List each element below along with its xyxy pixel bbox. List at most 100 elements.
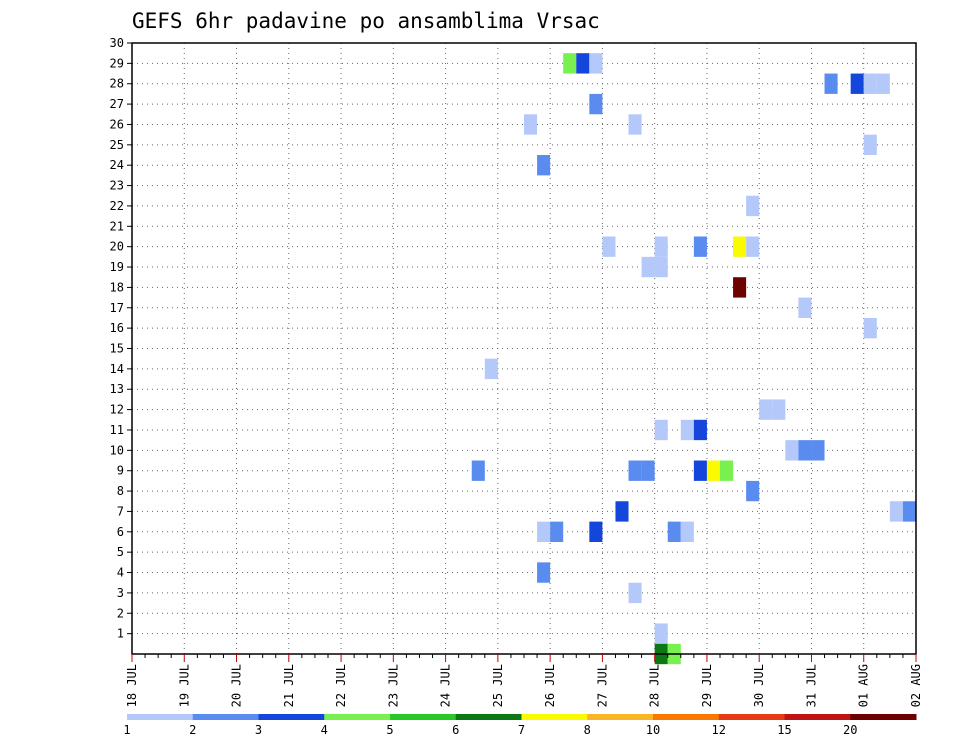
precip-cell: [863, 317, 877, 339]
y-tick-label: 20: [110, 240, 124, 254]
precip-cell: [798, 440, 812, 461]
x-tick-label: 25 JUL: [491, 664, 505, 707]
precip-cell: [680, 521, 694, 542]
precip-cell: [537, 155, 551, 176]
y-tick-label: 6: [117, 525, 124, 539]
precip-cell: [902, 501, 916, 522]
precip-cell: [746, 480, 760, 502]
precip-cell: [563, 53, 577, 74]
y-tick-label: 7: [117, 504, 124, 518]
x-tick-label: 28 JUL: [648, 664, 662, 707]
x-tick-label: 27 JUL: [595, 664, 609, 707]
precip-cell: [550, 521, 564, 542]
y-tick-label: 21: [110, 219, 124, 233]
y-axis: 1234567891011121314151617181920212223242…: [110, 36, 132, 641]
y-tick-label: 17: [110, 301, 124, 315]
precip-cell: [759, 399, 773, 420]
precip-cell: [589, 521, 603, 542]
y-tick-label: 10: [110, 443, 124, 457]
y-tick-label: 24: [110, 158, 124, 172]
precip-cell: [537, 521, 551, 542]
legend-swatch: [784, 714, 851, 720]
color-legend: 1 2 3 4 5 6 7 8 10 12 15 20: [123, 714, 917, 737]
precip-cell: [537, 562, 551, 583]
precip-cell: [772, 399, 786, 420]
y-tick-label: 30: [110, 36, 124, 50]
chart-title: GEFS 6hr padavine po ansamblima Vrsac: [132, 9, 600, 33]
precip-cell: [484, 358, 498, 380]
legend-swatch: [850, 714, 917, 720]
x-tick-label: 01 AUG: [857, 664, 871, 707]
legend-label: 8: [584, 723, 591, 737]
legend-swatch: [258, 714, 325, 720]
legend-swatch: [653, 714, 720, 720]
precip-cell: [667, 521, 681, 542]
precip-cell: [785, 440, 799, 461]
precip-cell: [720, 460, 734, 481]
y-tick-label: 28: [110, 77, 124, 91]
y-tick-label: 16: [110, 321, 124, 335]
y-tick-label: 23: [110, 179, 124, 193]
y-tick-label: 1: [117, 627, 124, 641]
precip-cell: [863, 134, 877, 156]
precip-cell: [654, 623, 668, 644]
x-tick-label: 26 JUL: [543, 664, 557, 707]
y-tick-label: 13: [110, 382, 124, 396]
y-tick-label: 22: [110, 199, 124, 213]
precip-cell: [824, 73, 838, 94]
y-tick-label: 25: [110, 138, 124, 152]
precipitation-cells: [471, 53, 916, 665]
precip-cell: [798, 297, 812, 318]
precip-cell: [654, 256, 668, 278]
legend-label: 20: [843, 723, 857, 737]
precip-cell: [602, 236, 616, 257]
y-tick-label: 18: [110, 280, 124, 294]
x-tick-label: 02 AUG: [909, 664, 923, 707]
legend-swatch: [455, 714, 522, 720]
precip-cell: [733, 236, 747, 257]
x-axis: 18 JUL 19 JUL 20 JUL 21 JUL 22 JUL 23 JUL 24 J…: [125, 654, 923, 707]
precip-cell: [615, 501, 629, 522]
legend-label: 12: [712, 723, 726, 737]
x-tick-label: 20 JUL: [230, 664, 244, 707]
x-tick-label: 23 JUL: [386, 664, 400, 707]
precip-cell: [746, 195, 760, 217]
precip-cell: [733, 277, 747, 298]
y-tick-label: 19: [110, 260, 124, 274]
precip-cell: [863, 73, 877, 94]
legend-swatch: [390, 714, 457, 720]
precip-cell: [850, 73, 864, 94]
legend-label: 6: [452, 723, 459, 737]
x-tick-label: 22 JUL: [334, 664, 348, 707]
precip-cell: [628, 114, 642, 135]
legend-swatch: [127, 714, 194, 720]
y-tick-label: 14: [110, 362, 124, 376]
x-tick-label: 24 JUL: [439, 664, 453, 707]
x-tick-label: 31 JUL: [804, 664, 818, 707]
precip-cell: [589, 93, 603, 115]
precip-cell: [746, 236, 760, 257]
precip-cell: [589, 53, 603, 74]
legend-swatch: [718, 714, 785, 720]
legend-label: 7: [518, 723, 525, 737]
x-tick-label: 29 JUL: [700, 664, 714, 707]
precip-cell: [628, 460, 642, 481]
legend-swatch: [192, 714, 259, 720]
legend-swatch: [521, 714, 588, 720]
x-tick-label: 18 JUL: [125, 664, 139, 707]
legend-label: 3: [255, 723, 262, 737]
legend-label: 1: [123, 723, 130, 737]
y-tick-label: 11: [110, 423, 124, 437]
legend-label: 15: [777, 723, 791, 737]
y-tick-label: 8: [117, 484, 124, 498]
y-tick-label: 15: [110, 342, 124, 356]
precip-cell: [641, 256, 655, 278]
precip-cell: [654, 419, 668, 441]
legend-label: 10: [646, 723, 660, 737]
y-tick-label: 12: [110, 403, 124, 417]
precip-cell: [693, 460, 707, 481]
precip-cell: [524, 114, 538, 135]
x-tick-label: 19 JUL: [177, 664, 191, 707]
legend-label: 2: [189, 723, 196, 737]
y-tick-label: 9: [117, 464, 124, 478]
